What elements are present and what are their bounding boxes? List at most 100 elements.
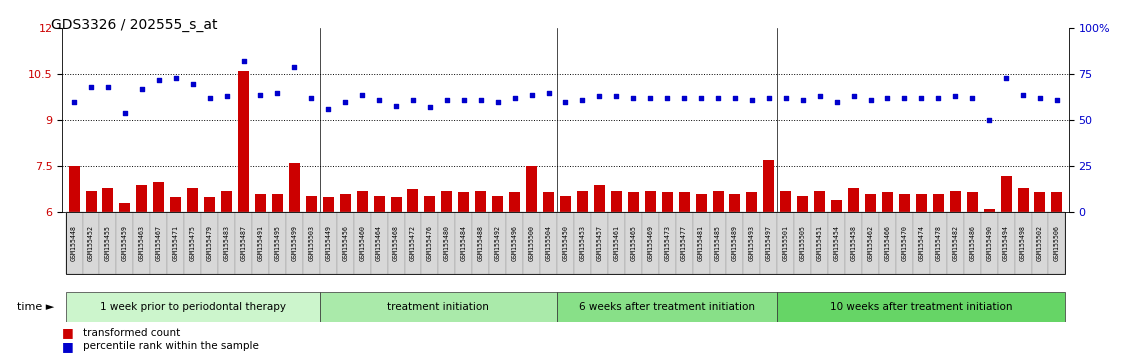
Bar <box>641 212 658 274</box>
Bar <box>422 212 439 274</box>
Bar <box>1001 176 1011 212</box>
Bar <box>998 212 1015 274</box>
Text: GSM155453: GSM155453 <box>579 225 586 261</box>
Bar <box>238 71 249 212</box>
Text: GSM155490: GSM155490 <box>986 225 992 261</box>
Point <box>64 99 83 105</box>
Point <box>573 97 592 103</box>
Point <box>879 96 897 101</box>
Text: GSM155481: GSM155481 <box>698 225 705 261</box>
Text: GSM155499: GSM155499 <box>292 225 297 261</box>
Text: GSM155471: GSM155471 <box>173 225 179 261</box>
Point <box>1015 92 1033 97</box>
Bar <box>356 191 368 212</box>
Bar <box>473 212 490 274</box>
Bar <box>167 212 184 274</box>
Bar <box>286 212 303 274</box>
Bar <box>743 212 760 274</box>
Point <box>353 92 371 97</box>
Text: GSM155468: GSM155468 <box>394 225 399 261</box>
Text: 10 weeks after treatment initiation: 10 weeks after treatment initiation <box>830 302 1012 312</box>
Text: GSM155467: GSM155467 <box>156 225 162 261</box>
Text: GSM155486: GSM155486 <box>969 225 975 261</box>
Point <box>200 96 218 101</box>
Point <box>947 93 965 99</box>
Text: GSM155489: GSM155489 <box>732 225 737 261</box>
Point <box>387 103 405 108</box>
Bar <box>797 195 809 212</box>
Bar <box>967 193 977 212</box>
Bar <box>221 191 232 212</box>
Bar <box>373 195 385 212</box>
Bar <box>662 193 673 212</box>
Text: GSM155449: GSM155449 <box>326 225 331 261</box>
Bar <box>100 212 116 274</box>
Text: GSM155483: GSM155483 <box>224 225 230 261</box>
Text: GSM155494: GSM155494 <box>1003 225 1009 261</box>
Bar <box>218 212 235 274</box>
Bar <box>879 212 896 274</box>
Bar <box>594 185 605 212</box>
Bar <box>862 212 879 274</box>
Bar <box>509 193 520 212</box>
Bar <box>1018 188 1028 212</box>
Point <box>217 93 235 99</box>
Bar <box>150 212 167 274</box>
Text: GSM155470: GSM155470 <box>901 225 907 261</box>
Point <box>404 97 422 103</box>
Bar <box>171 197 181 212</box>
Bar <box>1052 193 1062 212</box>
Bar <box>611 191 622 212</box>
Point <box>166 75 184 81</box>
Bar <box>303 212 320 274</box>
Point <box>132 86 150 92</box>
Text: transformed count: transformed count <box>83 328 180 338</box>
Point <box>421 105 439 110</box>
Point <box>794 97 812 103</box>
Bar <box>590 212 607 274</box>
Bar <box>543 193 554 212</box>
Bar <box>188 188 198 212</box>
Point <box>981 118 999 123</box>
Text: GSM155504: GSM155504 <box>545 225 552 261</box>
Text: GSM155505: GSM155505 <box>800 225 805 261</box>
Text: GSM155459: GSM155459 <box>122 225 128 261</box>
Bar <box>133 212 150 274</box>
Bar <box>1048 212 1065 274</box>
Point <box>998 75 1016 81</box>
Bar <box>950 191 960 212</box>
Bar <box>777 212 794 274</box>
Bar <box>66 292 320 322</box>
Bar <box>930 212 947 274</box>
Text: GSM155482: GSM155482 <box>952 225 958 261</box>
Point <box>590 93 608 99</box>
Text: GSM155478: GSM155478 <box>935 225 941 261</box>
Bar <box>916 194 927 212</box>
Bar <box>729 194 741 212</box>
Text: GSM155466: GSM155466 <box>884 225 890 261</box>
Bar <box>541 212 558 274</box>
Bar <box>371 212 388 274</box>
Bar <box>254 194 266 212</box>
Text: GSM155487: GSM155487 <box>241 225 247 261</box>
Bar <box>120 203 130 212</box>
Bar <box>984 209 994 212</box>
Text: GSM155475: GSM155475 <box>190 225 196 261</box>
Text: treatment initiation: treatment initiation <box>388 302 490 312</box>
Bar <box>899 194 910 212</box>
Text: GSM155493: GSM155493 <box>749 225 754 261</box>
Text: 1 week prior to periodontal therapy: 1 week prior to periodontal therapy <box>100 302 286 312</box>
Point <box>607 93 625 99</box>
Text: GSM155496: GSM155496 <box>511 225 518 261</box>
Point <box>811 93 829 99</box>
Bar <box>577 191 588 212</box>
Bar <box>696 194 707 212</box>
Bar <box>675 212 692 274</box>
Point <box>709 96 727 101</box>
Bar <box>83 212 100 274</box>
Bar <box>201 212 218 274</box>
Text: GSM155455: GSM155455 <box>105 225 111 261</box>
Point <box>268 90 286 96</box>
Text: GSM155502: GSM155502 <box>1037 225 1043 261</box>
Point <box>319 107 337 112</box>
